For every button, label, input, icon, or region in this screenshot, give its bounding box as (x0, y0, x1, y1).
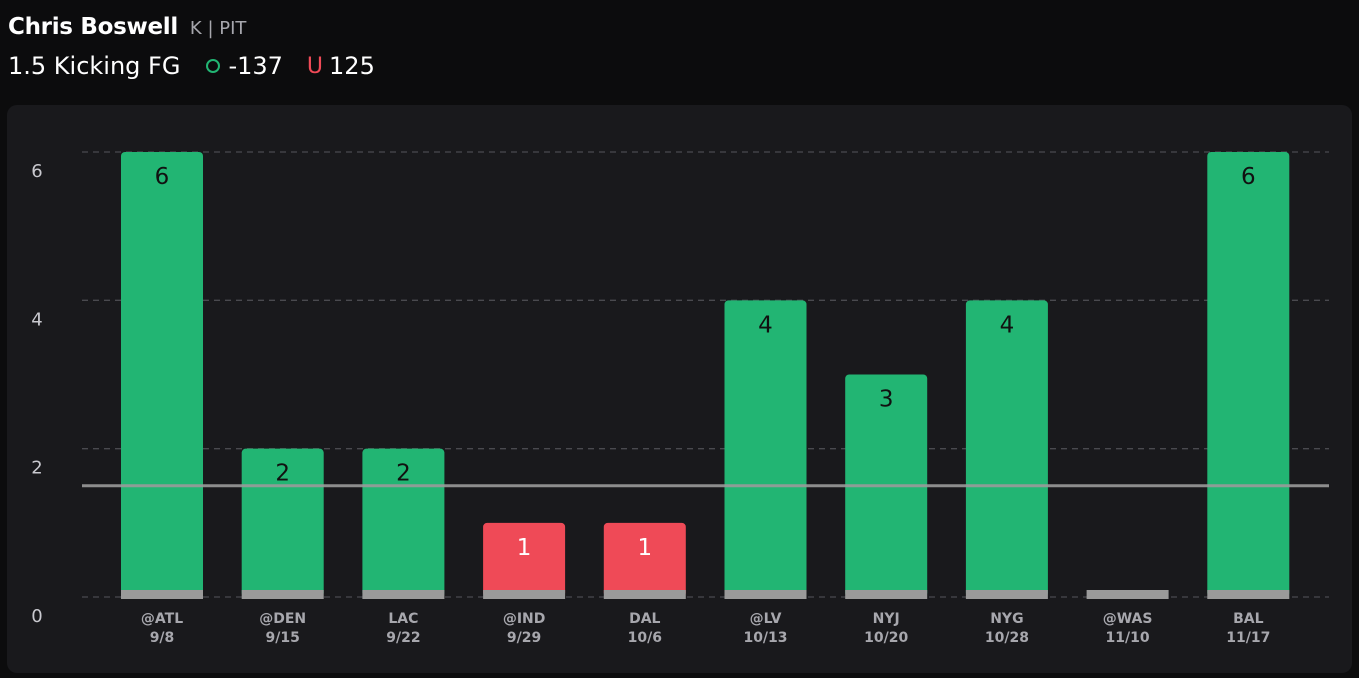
bar-base-strip (362, 590, 445, 599)
x-tick-date: 9/15 (266, 630, 300, 646)
header: Chris Boswell K | PIT 1.5 Kicking FG -13… (8, 14, 1351, 80)
x-tick-opponent: @LV (750, 611, 782, 627)
bar-base-strip (241, 590, 324, 599)
bar-base-strip (724, 590, 807, 599)
x-tick-date: 9/8 (150, 630, 175, 646)
under-u-icon: U (306, 53, 324, 79)
player-meta: K | PIT (189, 18, 247, 39)
bar[interactable] (483, 522, 566, 597)
x-tick-date: 10/6 (628, 630, 662, 646)
no-data-bar (1086, 590, 1169, 599)
player-name[interactable]: Chris Boswell (8, 14, 178, 40)
x-tick-date: 10/28 (985, 630, 1029, 646)
prop-row: 1.5 Kicking FG -137 U 125 (8, 52, 1351, 80)
bar-chart: 0 2 4 6 6 @ATL 9/8 2 @DEN 9/15 2 LAC 9/22 1 @IND 9/29 1 D… (31, 151, 1329, 646)
x-tick-opponent: LAC (388, 611, 418, 627)
bar-value-label: 1 (517, 535, 532, 561)
x-tick-opponent: NYG (990, 611, 1023, 627)
bar[interactable] (965, 300, 1048, 597)
y-tick-label: 6 (31, 161, 42, 182)
bar-value-label: 2 (396, 461, 411, 487)
bar-value-label: 6 (1241, 164, 1256, 190)
over-odds-value: -137 (228, 52, 283, 80)
prop-line: 1.5 Kicking FG (8, 52, 181, 80)
y-tick-label: 0 (31, 606, 42, 627)
x-tick-opponent: @IND (503, 611, 546, 627)
under-odds-value: 125 (329, 52, 375, 80)
bar-base-strip (121, 590, 203, 599)
bar-value-label: 1 (637, 535, 652, 561)
x-tick-date: 11/17 (1226, 630, 1270, 646)
over-circle-icon (206, 59, 221, 73)
title-row: Chris Boswell K | PIT (8, 14, 1351, 40)
bar-value-label: 4 (758, 312, 773, 338)
x-tick-date: 10/13 (743, 630, 787, 646)
bar-value-label: 6 (155, 164, 170, 190)
x-tick-date: 9/29 (507, 630, 541, 646)
bar[interactable] (603, 522, 686, 597)
bar-base-strip (845, 590, 928, 599)
y-tick-label: 2 (31, 458, 42, 479)
bar[interactable] (1207, 152, 1290, 597)
x-tick-date: 10/20 (864, 630, 908, 646)
bar-base-strip (1207, 590, 1290, 599)
bar[interactable] (121, 152, 203, 597)
under-odds[interactable]: U 125 (307, 52, 375, 80)
x-tick-opponent: @ATL (141, 611, 183, 627)
chart-card: 0 2 4 6 6 @ATL 9/8 2 @DEN 9/15 2 LAC 9/22 1 @IND 9/29 1 D… (7, 105, 1352, 673)
bar-base-strip (965, 590, 1048, 599)
bar-value-label: 4 (1000, 312, 1015, 338)
bar-value-label: 2 (275, 461, 290, 487)
x-tick-opponent: @WAS (1103, 611, 1153, 627)
x-tick-opponent: NYJ (873, 611, 900, 627)
bar[interactable] (724, 300, 807, 597)
y-tick-label: 4 (31, 309, 42, 330)
over-odds[interactable]: -137 (206, 52, 283, 80)
x-tick-date: 11/10 (1106, 630, 1150, 646)
x-tick-opponent: DAL (629, 611, 660, 627)
x-tick-date: 9/22 (386, 630, 420, 646)
bar-base-strip (483, 590, 566, 599)
x-tick-opponent: BAL (1233, 611, 1264, 627)
bar-value-label: 3 (879, 387, 894, 413)
x-tick-opponent: @DEN (259, 611, 306, 627)
bar-base-strip (603, 590, 686, 599)
